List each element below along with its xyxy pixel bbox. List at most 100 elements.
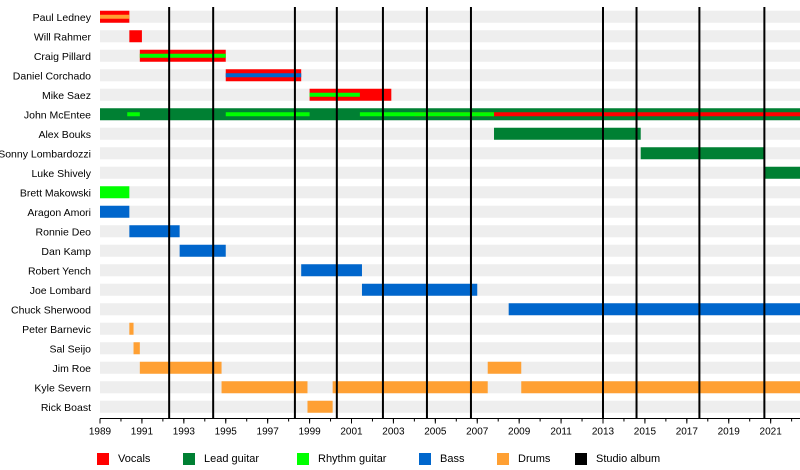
legend-label: Bass [440, 453, 465, 465]
legend-item-rhythm: Rhythm guitar [297, 450, 386, 468]
bar-bass [508, 303, 800, 316]
tick-label: 1991 [131, 427, 154, 438]
member-label: Brett Makowski [20, 187, 91, 199]
legend-swatch [575, 453, 587, 465]
row-band [100, 69, 800, 82]
row-band [100, 400, 800, 413]
row-band [100, 322, 800, 335]
row-band [100, 166, 800, 179]
legend-label: Studio album [596, 453, 661, 465]
legend-item-album: Studio album [575, 450, 660, 468]
bar-rhythm [100, 186, 130, 199]
legend: Vocals Lead guitar Rhythm guitar Bass Drums S… [0, 450, 800, 468]
tick-label: 2001 [340, 427, 363, 438]
bar-bass [225, 73, 302, 78]
bar-bass [361, 283, 478, 296]
legend-item-bass: Bass [419, 450, 464, 468]
row-band [100, 205, 800, 218]
bar-drums [307, 400, 333, 413]
legend-swatch [97, 453, 109, 465]
row-bands [100, 10, 800, 413]
tick-label: 1999 [298, 427, 321, 438]
tick-label: 2013 [592, 427, 615, 438]
tick-label: 2007 [466, 427, 489, 438]
tick-label: 1993 [173, 427, 196, 438]
bar-rhythm [127, 112, 140, 117]
band-timeline-chart: 1989 1991 1993 1995 1997 1999 2001 2003 2005 2007… [0, 7, 800, 438]
row-band [100, 225, 800, 238]
bar-bass [129, 225, 180, 238]
bar-drums [133, 342, 140, 355]
legend-label: Vocals [118, 453, 151, 465]
bar-drums [332, 381, 488, 394]
row-band [100, 342, 800, 355]
bar-lead [494, 127, 641, 140]
member-label: Mike Saez [42, 90, 91, 102]
bar-lead [640, 147, 765, 160]
bar-drums [139, 361, 222, 374]
member-label: Joe Lombard [30, 285, 91, 297]
bar-rhythm [309, 92, 360, 97]
legend-item-drums: Drums [497, 450, 550, 468]
tick-label: 2015 [634, 427, 657, 438]
bar-drums [100, 14, 130, 19]
member-label: Craig Pillard [34, 51, 91, 63]
bar-rhythm [139, 53, 226, 58]
member-label: Dan Kamp [41, 246, 91, 258]
legend-label: Lead guitar [204, 453, 260, 465]
member-label: Will Rahmer [34, 31, 92, 43]
member-label: Robert Yench [28, 265, 91, 277]
bar-drums [487, 361, 522, 374]
row-band [100, 361, 800, 374]
row-band [100, 264, 800, 277]
bar-drums [221, 381, 308, 394]
tick-label: 2017 [676, 427, 699, 438]
member-label: Rick Boast [41, 402, 91, 414]
legend-item-lead: Lead guitar [183, 450, 259, 468]
tick-label: 2005 [424, 427, 447, 438]
bar-vocals [414, 112, 800, 117]
member-label: Ronnie Deo [36, 226, 92, 238]
legend-swatch [297, 453, 309, 465]
member-label: Sal Seijo [50, 343, 92, 355]
album-lines [168, 7, 766, 419]
member-label: Paul Ledney [33, 12, 92, 24]
member-labels: Paul Ledney Will Rahmer Craig Pillard Danie… [0, 12, 92, 414]
legend-swatch [419, 453, 431, 465]
member-label: Sonny Lombardozzi [0, 148, 91, 160]
row-band [100, 30, 800, 43]
tick-label: 2003 [382, 427, 405, 438]
member-label: Alex Bouks [38, 129, 91, 141]
tick-label: 2011 [550, 427, 572, 438]
bar-lead [764, 166, 800, 179]
row-band [100, 186, 800, 199]
tick-label: 2021 [760, 427, 783, 438]
member-label: John McEntee [24, 109, 91, 121]
member-label: Daniel Corchado [13, 70, 91, 82]
member-label: Aragon Amori [27, 207, 91, 219]
legend-swatch [497, 453, 509, 465]
tick-label: 1997 [257, 427, 280, 438]
legend-item-vocals: Vocals [97, 450, 150, 468]
member-label: Peter Barnevic [22, 324, 91, 336]
bar-vocals [129, 30, 142, 43]
row-band [100, 88, 800, 101]
bar-drums [129, 322, 134, 335]
legend-label: Rhythm guitar [318, 453, 387, 465]
member-bars [100, 10, 800, 413]
member-label: Kyle Severn [34, 382, 91, 394]
bar-bass [301, 264, 362, 277]
legend-swatch [183, 453, 195, 465]
bar-drums [521, 381, 800, 394]
x-axis: 1989 1991 1993 1995 1997 1999 2001 2003 2005 2007… [89, 418, 800, 438]
row-band [100, 10, 800, 23]
member-label: Luke Shively [31, 168, 91, 180]
legend-label: Drums [518, 453, 551, 465]
tick-label: 1995 [215, 427, 238, 438]
tick-label: 2019 [718, 427, 741, 438]
bar-bass [100, 205, 130, 218]
row-band [100, 127, 800, 140]
row-band [100, 49, 800, 62]
bar-bass [179, 244, 226, 257]
member-label: Jim Roe [52, 363, 91, 375]
